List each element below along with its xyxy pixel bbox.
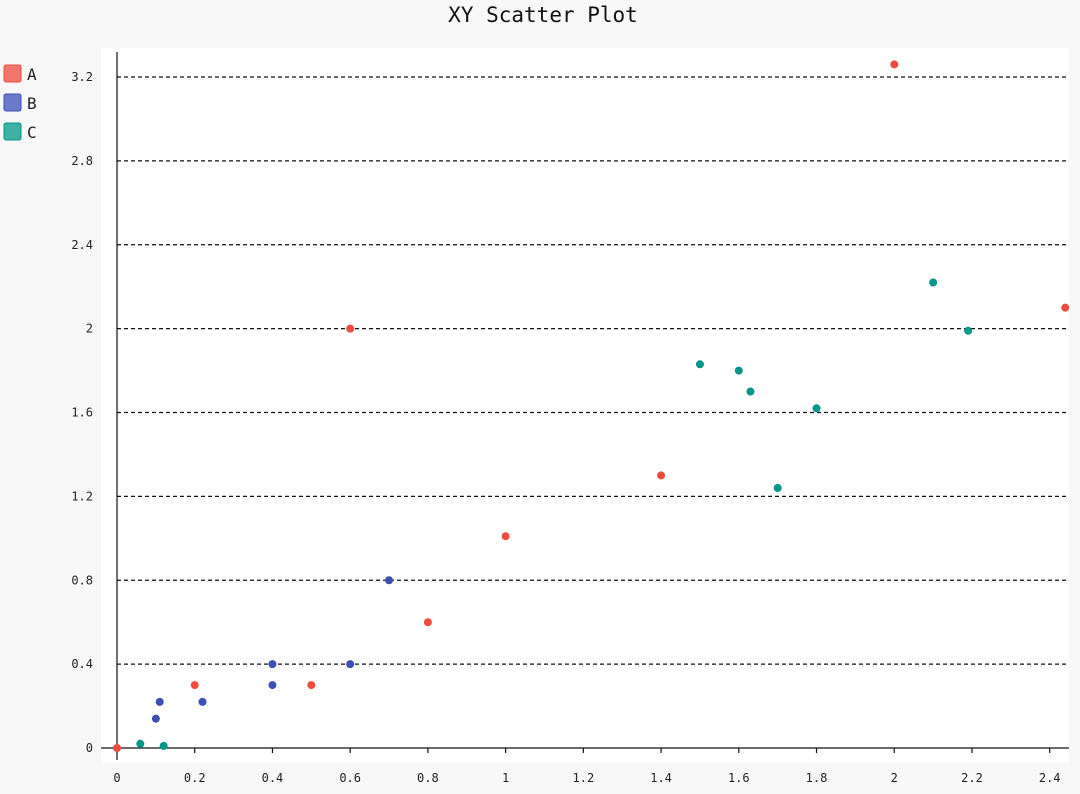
y-tick-labels: 0 0.4 0.8 1.2 1.6 2 2.4 2.8 3.2 xyxy=(71,70,93,755)
data-point-a xyxy=(190,681,199,690)
data-point-c xyxy=(159,741,168,750)
x-tick-label: 1.8 xyxy=(806,771,828,785)
data-point-b xyxy=(268,681,277,690)
data-point-c xyxy=(964,326,973,335)
y-tick-label: 2.4 xyxy=(71,238,93,252)
legend-swatch xyxy=(3,122,22,141)
data-point-c xyxy=(746,387,755,396)
data-point-c xyxy=(929,278,938,287)
y-tick-label: 1.2 xyxy=(71,489,93,503)
data-point-c xyxy=(695,360,704,369)
legend-label: B xyxy=(27,94,37,113)
chart-title: XY Scatter Plot xyxy=(448,3,638,27)
legend-swatch xyxy=(3,64,22,83)
data-point-a xyxy=(307,681,316,690)
x-tick-label: 1 xyxy=(502,771,509,785)
data-point-a xyxy=(423,618,432,627)
x-tick-label: 0.4 xyxy=(262,771,284,785)
data-points xyxy=(113,60,1070,752)
x-tick-label: 1.4 xyxy=(650,771,672,785)
legend-label: A xyxy=(27,65,37,84)
plot-area xyxy=(101,48,1069,762)
axes xyxy=(101,52,1069,760)
grid-lines xyxy=(117,76,1069,665)
data-point-a xyxy=(501,532,510,541)
y-tick-label: 0 xyxy=(86,741,93,755)
legend-label: C xyxy=(27,123,37,142)
x-tick-label: 2 xyxy=(891,771,898,785)
data-point-b xyxy=(346,660,355,669)
data-point-a xyxy=(113,744,121,752)
legend-swatch xyxy=(3,93,22,112)
data-point-a xyxy=(890,60,899,69)
x-tick-label: 2.2 xyxy=(961,771,983,785)
data-point-c xyxy=(812,404,821,413)
data-point-a xyxy=(1061,303,1070,312)
x-tick-label: 0.6 xyxy=(339,771,361,785)
y-tick-label: 1.6 xyxy=(71,406,93,420)
data-point-b xyxy=(155,697,164,706)
y-tick-label: 0.8 xyxy=(71,573,93,587)
data-point-a xyxy=(657,471,666,480)
x-tick-label: 2.4 xyxy=(1039,771,1061,785)
x-tick-labels: 0 0.2 0.4 0.6 0.8 1 1.2 1.4 1.6 1.8 2 2.2 2.4 xyxy=(113,748,1061,785)
x-tick-label: 1.2 xyxy=(573,771,595,785)
x-tick-label: 1.6 xyxy=(728,771,750,785)
data-point-b xyxy=(268,660,277,669)
data-point-b xyxy=(385,576,394,585)
y-tick-label: 2.8 xyxy=(71,154,93,168)
x-tick-label: 0.8 xyxy=(417,771,439,785)
data-point-c xyxy=(734,366,743,375)
y-tick-label: 0.4 xyxy=(71,657,93,671)
y-tick-label: 3.2 xyxy=(71,70,93,84)
x-tick-label: 0.2 xyxy=(184,771,206,785)
x-tick-label: 0 xyxy=(113,771,120,785)
data-point-c xyxy=(773,483,782,492)
legend: ABC xyxy=(3,64,37,142)
data-point-b xyxy=(151,714,160,723)
data-point-b xyxy=(198,697,207,706)
data-point-a xyxy=(346,324,355,333)
y-tick-label: 2 xyxy=(86,322,93,336)
data-point-c xyxy=(136,739,145,748)
